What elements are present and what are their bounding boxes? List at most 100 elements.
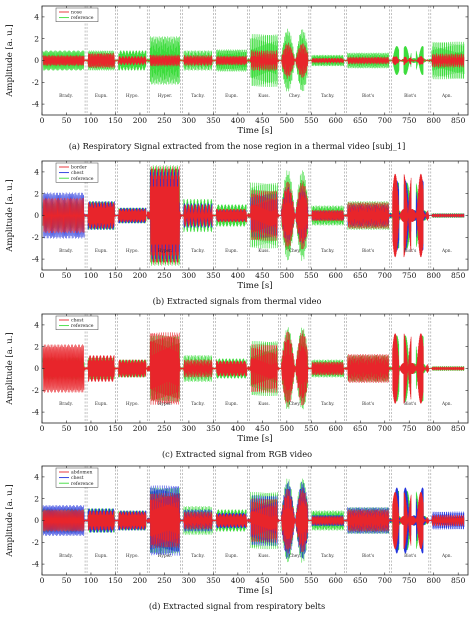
y-tick-label: 0: [34, 364, 39, 373]
x-tick-label: 400: [231, 424, 246, 433]
x-tick-label: 350: [206, 271, 221, 280]
y-tick-label: -4: [32, 100, 40, 109]
segment-label: Biot's: [404, 402, 416, 407]
y-tick-label: 4: [34, 321, 39, 330]
y-axis-label: Amplitude [a. u.]: [5, 179, 15, 252]
x-tick-label: 550: [304, 424, 319, 433]
segment-label: Brady.: [59, 249, 73, 254]
x-tick-label: 250: [157, 271, 172, 280]
figure-caption: (d) Extracted signal from respiratory be…: [148, 601, 326, 611]
x-axis-label: Time [s]: [237, 434, 272, 444]
x-tick-label: 0: [40, 576, 45, 585]
x-tick-label: 850: [451, 424, 466, 433]
x-tick-label: 250: [157, 576, 172, 585]
y-tick-label: 2: [34, 494, 39, 503]
x-tick-label: 200: [133, 271, 148, 280]
y-tick-label: 4: [34, 13, 39, 22]
segment-label: Hypo.: [126, 249, 139, 254]
segment-label: Eupn.: [225, 94, 238, 99]
segment-label: Eupn.: [225, 249, 238, 254]
y-tick-label: -2: [32, 78, 40, 87]
legend-entry: reference: [71, 481, 94, 487]
x-tick-label: 550: [304, 116, 319, 125]
legend-entry: abdomen: [71, 470, 92, 476]
segment-label: Kuss.: [258, 94, 270, 99]
segment-label: Biot's: [404, 554, 416, 559]
figure-caption: (b) Extracted signals from thermal video: [152, 296, 322, 306]
chart-panel: 0 50 100 150 200 250 300 350 400 450 500 550 600 650 7…: [0, 155, 474, 307]
x-tick-label: 650: [353, 576, 368, 585]
x-tick-label: 150: [108, 116, 123, 125]
legend-entry: chest: [71, 170, 84, 176]
segment-label: Eupn.: [95, 402, 108, 407]
x-tick-label: 100: [84, 576, 99, 585]
legend-box: [55, 467, 99, 488]
x-tick-label: 300: [182, 271, 197, 280]
x-tick-label: 600: [329, 424, 344, 433]
segment-label: Chey.: [289, 554, 301, 559]
x-tick-label: 150: [108, 424, 123, 433]
segment-label: Biot's: [362, 554, 374, 559]
y-tick-label: 2: [34, 34, 39, 43]
x-tick-label: 100: [84, 424, 99, 433]
segment-label: Hyper.: [158, 249, 172, 254]
x-tick-label: 100: [84, 271, 99, 280]
series-line: [42, 487, 465, 554]
y-axis-label: Amplitude [a. u.]: [5, 24, 15, 97]
y-tick-label: -2: [32, 233, 40, 242]
segment-label: Tachy.: [191, 554, 205, 559]
x-tick-label: 400: [231, 271, 246, 280]
figure-caption: (a) Respiratory Signal extracted from th…: [68, 141, 406, 151]
legend-box: [55, 315, 99, 330]
segment-label: Eupn.: [95, 94, 108, 99]
segment-label: Tachy.: [321, 554, 335, 559]
segment-label: Brady.: [59, 402, 73, 407]
y-tick-label: -4: [32, 408, 40, 417]
y-tick-label: 4: [34, 473, 39, 482]
legend-box: [55, 7, 99, 22]
segment-label: Hyper.: [158, 94, 172, 99]
x-tick-label: 450: [255, 116, 270, 125]
x-tick-label: 500: [280, 576, 295, 585]
x-tick-label: 350: [206, 576, 221, 585]
y-tick-label: -4: [32, 560, 40, 569]
x-tick-label: 600: [329, 116, 344, 125]
y-axis-label: Amplitude [a. u.]: [5, 484, 15, 557]
x-tick-label: 0: [40, 271, 45, 280]
segment-label: Apn.: [441, 249, 452, 254]
x-tick-label: 550: [304, 576, 319, 585]
x-tick-label: 850: [451, 271, 466, 280]
segment-label: Brady.: [59, 94, 73, 99]
figure-caption: (c) Extracted signal from RGB video: [161, 449, 313, 459]
x-tick-label: 150: [108, 271, 123, 280]
x-tick-label: 350: [206, 424, 221, 433]
y-tick-label: -4: [32, 255, 40, 264]
segment-label: Kuss.: [258, 249, 270, 254]
segment-label: Biot's: [362, 402, 374, 407]
legend-box: [55, 162, 99, 183]
x-tick-label: 450: [255, 424, 270, 433]
segment-label: Tachy.: [321, 94, 335, 99]
x-tick-label: 700: [378, 271, 393, 280]
x-tick-label: 400: [231, 576, 246, 585]
x-tick-label: 300: [182, 576, 197, 585]
x-tick-label: 600: [329, 271, 344, 280]
segment-label: Chey.: [289, 94, 301, 99]
y-tick-label: 2: [34, 342, 39, 351]
chart-panel: 0 50 100 150 200 250 300 350 400 450 500 550 600 650 7…: [0, 308, 474, 460]
segment-label: Eupn.: [225, 402, 238, 407]
segment-label: Kuss.: [258, 554, 270, 559]
segment-label: Tachy.: [321, 402, 335, 407]
x-tick-label: 850: [451, 116, 466, 125]
chart-svg: 0 50 100 150 200 250 300 350 400 450 500 550 600 650 7…: [5, 160, 469, 291]
x-tick-label: 800: [427, 271, 442, 280]
series-line: [42, 166, 465, 265]
x-tick-label: 200: [133, 424, 148, 433]
legend-entry: reference: [71, 15, 94, 21]
x-tick-label: 750: [402, 576, 417, 585]
segment-label: Tachy.: [191, 249, 205, 254]
y-tick-label: 4: [34, 168, 39, 177]
x-tick-label: 250: [157, 424, 172, 433]
x-tick-label: 400: [231, 116, 246, 125]
